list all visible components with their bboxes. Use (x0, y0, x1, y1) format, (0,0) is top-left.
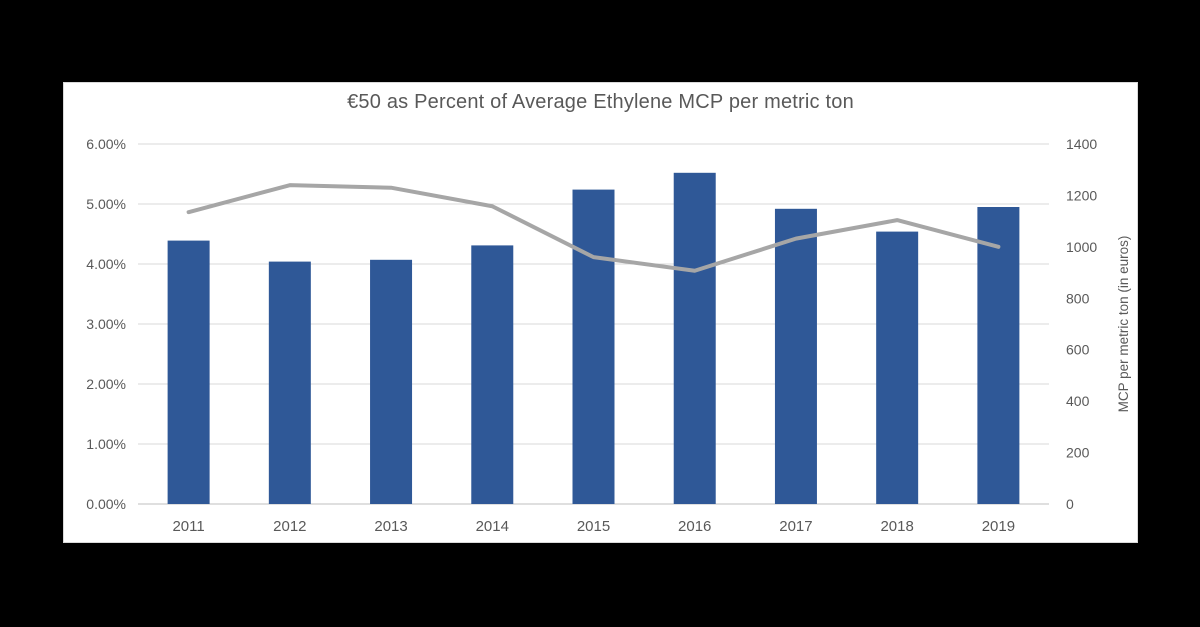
bar-2011 (167, 240, 210, 504)
bar-2018 (876, 231, 919, 504)
mcp-line-series (186, 183, 1001, 273)
bar-2017 (774, 208, 817, 505)
x-axis-tick-label: 2017 (779, 518, 812, 535)
bar-2016 (673, 172, 716, 505)
left-axis-tick-label: 6.00% (86, 136, 126, 152)
chart-panel: €50 as Percent of Average Ethylene MCP p… (63, 82, 1138, 543)
right-axis-tick-label: 1200 (1066, 187, 1097, 203)
x-axis-tick-label: 2019 (982, 518, 1015, 535)
bar-2013 (370, 259, 413, 504)
left-axis-tick-label: 4.00% (86, 256, 126, 272)
x-axis-tick-label: 2011 (172, 518, 204, 535)
right-axis-tick-label: 400 (1066, 393, 1090, 409)
right-axis-title: MCP per metric ton (in euros) (1116, 235, 1131, 413)
x-axis-tick-label: 2016 (678, 518, 711, 535)
left-axis-tick-label: 0.00% (86, 496, 126, 512)
bar-2012 (268, 261, 311, 504)
x-axis-tick-label: 2018 (880, 518, 913, 535)
x-axis-tick-label: 2013 (374, 518, 407, 535)
left-axis-tick-label: 2.00% (86, 376, 126, 392)
x-axis-tick-label: 2015 (577, 518, 610, 535)
chart-canvas: 6.00% 5.00% 4.00% 3.00% 2.00% 1.00% 0.00% 1400 1… (86, 136, 1097, 535)
chart-title: €50 as Percent of Average Ethylene MCP p… (347, 91, 854, 113)
left-axis-tick-label: 3.00% (86, 316, 126, 332)
right-axis-tick-label: 1000 (1066, 239, 1097, 255)
bar-2019 (977, 207, 1020, 504)
x-axis-tick-label: 2014 (476, 518, 509, 535)
bar-2014 (471, 245, 514, 504)
left-axis-tick-label: 5.00% (86, 196, 126, 212)
left-axis-tick-label: 1.00% (86, 436, 126, 452)
right-axis-tick-label: 600 (1066, 342, 1090, 358)
right-axis-tick-label: 200 (1066, 445, 1090, 461)
right-axis-tick-label: 800 (1066, 290, 1090, 306)
x-axis-tick-label: 2012 (273, 518, 306, 535)
bar-2015 (572, 189, 615, 504)
right-axis-tick-label: 0 (1066, 496, 1074, 512)
right-axis-tick-label: 1400 (1066, 136, 1097, 152)
